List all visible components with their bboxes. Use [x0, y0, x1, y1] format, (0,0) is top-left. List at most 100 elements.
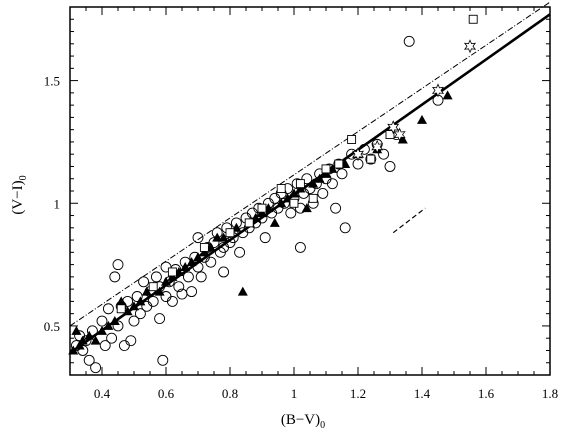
open-circle-point [234, 246, 246, 258]
open-circle-point [96, 315, 108, 327]
open-circle-point [358, 143, 370, 155]
square-point [289, 198, 299, 208]
x-tick-label: 1 [291, 386, 298, 401]
square-point [308, 193, 318, 203]
y-axis-title: (V−I)0 [10, 175, 29, 214]
open-circle-point [90, 362, 102, 374]
open-circle-point [378, 148, 390, 160]
square-point [276, 184, 286, 193]
square-point [468, 14, 478, 24]
triangle-point [129, 301, 139, 311]
triangle-point [276, 198, 287, 208]
open-circle-point [195, 271, 207, 283]
open-circle-point [118, 340, 130, 352]
open-circle-point [317, 188, 329, 199]
triangle-point [218, 232, 229, 242]
triangle-point [442, 90, 453, 100]
x-axis-title: (B−V)0 [281, 412, 325, 431]
x-tick-label: 1.2 [350, 386, 366, 401]
square-point [366, 154, 376, 164]
square-point [347, 135, 357, 144]
open-circle-point [205, 256, 217, 268]
star-point [431, 83, 445, 98]
open-circle-point [326, 178, 338, 190]
open-circle-point [192, 232, 204, 244]
triangle-point [116, 296, 127, 306]
triangle-point [84, 330, 95, 340]
open-circle-point [106, 332, 118, 344]
open-circle-point [99, 340, 111, 352]
star-point [351, 147, 365, 162]
open-circle-point [131, 291, 143, 302]
triangle-point [103, 320, 114, 330]
triangle-point [180, 262, 191, 272]
triangle-point [135, 296, 146, 306]
open-circle-point [173, 281, 185, 293]
open-circle-point [86, 325, 98, 337]
open-circle-point [134, 308, 146, 320]
open-circle-point [294, 241, 306, 253]
square-point [257, 203, 267, 213]
plot-frame [69, 6, 551, 376]
x-tick-label: 0.6 [158, 386, 175, 401]
triangle-point [68, 345, 79, 355]
open-circle-point [384, 161, 396, 172]
open-circle-point [208, 237, 220, 248]
tick-labels: 0.4 0.6 0.8 1 1.2 1.4 1.6 1.8 0.5 1 1.5 [44, 74, 558, 401]
open-circle-point [147, 295, 159, 307]
x-tick-label: 1.4 [414, 386, 431, 401]
triangle-point [74, 340, 85, 350]
x-tick-label: 1.8 [542, 386, 558, 401]
square-point [321, 164, 331, 174]
open-circle-point [109, 271, 121, 283]
open-circle-point [339, 222, 351, 234]
square-point [385, 130, 395, 140]
triangle-point [109, 316, 120, 326]
triangle-point [308, 178, 319, 188]
square-point [295, 179, 305, 189]
data-points [68, 14, 478, 374]
triangle-point [212, 232, 223, 242]
triangle-point [193, 252, 203, 262]
y-tick-label: 1.5 [44, 74, 60, 89]
square-point [225, 228, 235, 238]
open-circle-point [403, 35, 415, 47]
star-point [393, 127, 406, 142]
star-point [463, 39, 477, 54]
tick-marks [70, 6, 551, 375]
triangle-point [141, 286, 152, 296]
triangle-point [154, 286, 165, 296]
star-point [387, 120, 400, 135]
open-circle-point [301, 173, 313, 185]
x-tick-label: 1.6 [478, 386, 495, 401]
square-point [116, 304, 126, 314]
triangle-point [397, 134, 408, 144]
open-circle-point [269, 192, 281, 204]
open-circle-point [154, 313, 166, 325]
open-circle-point [125, 335, 137, 347]
open-circle-point [128, 315, 140, 327]
open-circle-point [102, 303, 114, 315]
open-circle-point [192, 261, 204, 273]
triangle-point [314, 173, 325, 183]
y-tick-label: 1 [54, 196, 61, 211]
square-point [244, 218, 254, 228]
fit-line-dash-dot [69, 1, 551, 327]
open-circle-point [112, 320, 124, 332]
fit-line-dashed-short [392, 207, 426, 234]
square-point [148, 282, 158, 292]
open-circle-point [186, 286, 198, 298]
open-circle-point [83, 354, 95, 366]
open-circle-point [150, 271, 162, 283]
open-circle-point [285, 207, 297, 219]
open-circle-point [182, 271, 194, 283]
triangle-point [301, 203, 312, 213]
triangle-point [90, 335, 101, 345]
open-circle-point [259, 232, 271, 244]
open-circle-point [77, 345, 89, 356]
open-circle-point [138, 276, 150, 288]
y-tick-label: 0.5 [44, 319, 60, 334]
open-circle-point [330, 202, 342, 214]
star-point [371, 139, 384, 154]
